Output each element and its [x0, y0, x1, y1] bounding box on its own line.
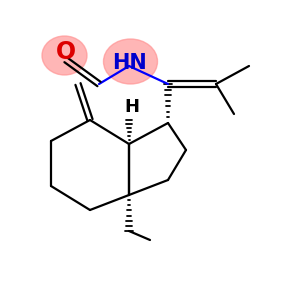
- Ellipse shape: [42, 36, 87, 75]
- Text: H: H: [124, 98, 140, 116]
- Text: HN: HN: [112, 53, 146, 73]
- Ellipse shape: [103, 39, 158, 84]
- Text: O: O: [56, 40, 76, 64]
